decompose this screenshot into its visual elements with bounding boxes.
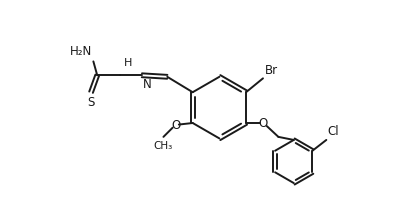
Text: S: S xyxy=(87,96,95,109)
Text: Cl: Cl xyxy=(327,125,339,138)
Text: H₂N: H₂N xyxy=(69,45,92,58)
Text: Br: Br xyxy=(265,64,278,77)
Text: O: O xyxy=(259,116,267,130)
Text: CH₃: CH₃ xyxy=(153,141,172,151)
Text: N: N xyxy=(143,78,152,91)
Text: O: O xyxy=(171,119,180,132)
Text: H: H xyxy=(124,58,132,68)
